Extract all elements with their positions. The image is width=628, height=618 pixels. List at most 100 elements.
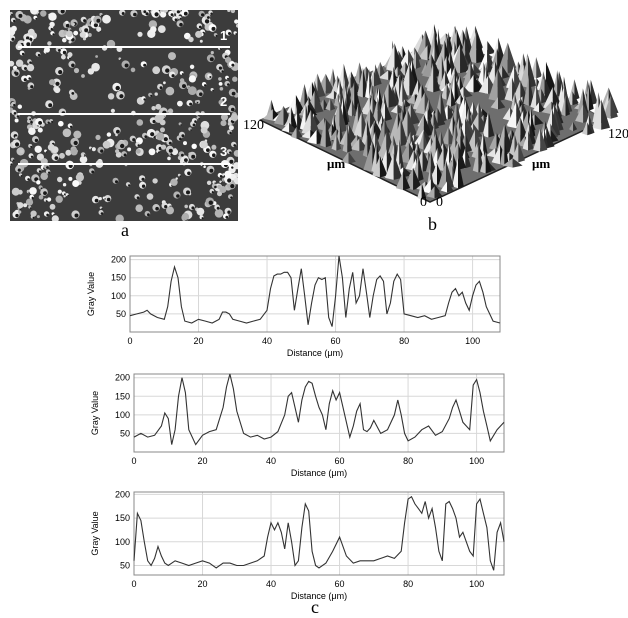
particle-shadow bbox=[104, 198, 106, 200]
particle-shadow bbox=[141, 177, 145, 181]
surface-left-axis-unit: μm bbox=[327, 156, 346, 171]
surface-3d-plot bbox=[258, 24, 619, 203]
particle bbox=[73, 130, 82, 139]
particle-shadow bbox=[230, 196, 233, 199]
profile-chart-1: 0 20 40 60 80 100 50 100 150 200 Distance (μm) Gray… bbox=[86, 255, 501, 358]
particle-shadow bbox=[233, 144, 236, 147]
surface-peak-shade bbox=[507, 42, 518, 74]
surface-peak-lit bbox=[320, 117, 326, 148]
particle bbox=[68, 89, 75, 96]
particle bbox=[27, 28, 35, 36]
surface-peak-lit bbox=[522, 130, 529, 151]
surface-peak-shade bbox=[473, 63, 482, 75]
particle-shadow bbox=[28, 77, 32, 80]
surface-peak-shade bbox=[418, 153, 424, 182]
particle bbox=[26, 63, 35, 72]
surface-peak-shade bbox=[348, 151, 356, 164]
particle bbox=[196, 207, 205, 216]
particle-shadow bbox=[132, 138, 136, 142]
surface-peak-shade bbox=[565, 94, 570, 117]
particle-shadow bbox=[207, 16, 210, 19]
particle-shadow bbox=[37, 53, 41, 57]
x-tick-label: 20 bbox=[198, 456, 208, 466]
surface-peak-lit bbox=[286, 95, 296, 115]
particle-shadow bbox=[58, 49, 61, 52]
particle-shadow bbox=[128, 184, 131, 187]
particle-shadow bbox=[96, 18, 101, 23]
particle bbox=[14, 118, 19, 123]
particle-shadow bbox=[69, 125, 73, 128]
particle bbox=[162, 10, 169, 13]
surface-peak-shade bbox=[465, 147, 471, 169]
surface-peak-lit bbox=[518, 136, 525, 148]
particle-shadow bbox=[19, 208, 22, 211]
particle-shadow bbox=[225, 101, 227, 103]
particle-shadow bbox=[71, 63, 75, 68]
surface-peak-shade bbox=[434, 186, 443, 199]
particle-shadow bbox=[115, 85, 120, 91]
particle-shadow bbox=[225, 215, 229, 219]
surface-peak-shade bbox=[476, 31, 486, 64]
particle-shadow bbox=[101, 208, 103, 210]
surface-peak-shade bbox=[291, 107, 299, 133]
particle bbox=[11, 187, 20, 196]
surface-left-axis-max: 120 bbox=[243, 118, 264, 133]
particle bbox=[188, 36, 194, 43]
surface-peak-shade bbox=[504, 123, 513, 154]
plot-frame bbox=[133, 491, 505, 576]
particle-shadow bbox=[48, 171, 51, 174]
surface-peak-shade bbox=[573, 121, 578, 132]
particle bbox=[233, 150, 238, 157]
profile-line-3 bbox=[133, 495, 505, 571]
particle-shadow bbox=[229, 159, 234, 164]
particle-shadow bbox=[93, 23, 98, 28]
particle-shadow bbox=[231, 91, 236, 96]
surface-peak-lit bbox=[388, 111, 398, 144]
surface-peak-shade bbox=[487, 41, 496, 55]
particle bbox=[102, 14, 111, 24]
particle-shadow bbox=[30, 145, 33, 148]
surface-peak-lit bbox=[561, 94, 566, 117]
y-tick-label: 150 bbox=[115, 391, 130, 401]
particle bbox=[49, 203, 56, 210]
surface-peak-lit bbox=[440, 82, 447, 100]
surface-peak-lit bbox=[353, 111, 362, 138]
surface-peak-shade bbox=[541, 88, 548, 104]
particle-shadow bbox=[120, 59, 122, 61]
particle-shadow bbox=[136, 196, 140, 199]
particle-shadow bbox=[235, 33, 238, 35]
particle-shadow bbox=[18, 13, 23, 18]
surface-peak-lit bbox=[497, 42, 508, 74]
surface-right-axis-max: 120 bbox=[608, 127, 628, 142]
surface-peak-lit bbox=[306, 129, 317, 145]
particle-shadow bbox=[116, 129, 120, 134]
particle-shadow bbox=[198, 117, 200, 120]
surface-peak-lit bbox=[446, 87, 452, 107]
particle bbox=[173, 148, 177, 151]
particle bbox=[210, 51, 214, 55]
particle bbox=[175, 177, 178, 180]
surface-peak-shade bbox=[399, 138, 404, 171]
surface-peak-lit bbox=[480, 151, 486, 174]
surface-peak-lit bbox=[342, 125, 348, 153]
surface-peak-lit bbox=[333, 93, 339, 107]
particle-shadow bbox=[120, 143, 125, 149]
surface-peak-lit bbox=[347, 99, 352, 117]
particle-shadow bbox=[179, 17, 182, 20]
particle bbox=[82, 37, 87, 41]
particle bbox=[151, 106, 156, 111]
surface-peak-shade bbox=[512, 158, 523, 168]
surface-peak-shade bbox=[504, 136, 509, 167]
particle bbox=[36, 215, 40, 219]
particle-shadow bbox=[46, 213, 49, 217]
surface-peak-lit bbox=[290, 126, 297, 139]
x-tick-label: 80 bbox=[399, 336, 409, 346]
panel-label-b: b bbox=[428, 214, 437, 234]
particle-shadow bbox=[194, 120, 197, 123]
particle-shadow bbox=[154, 12, 159, 17]
surface-peak-lit bbox=[421, 179, 431, 194]
y-tick-label: 200 bbox=[111, 255, 126, 265]
particle-shadow bbox=[181, 153, 184, 157]
particle bbox=[157, 25, 166, 33]
surface-peak-lit bbox=[325, 90, 334, 100]
